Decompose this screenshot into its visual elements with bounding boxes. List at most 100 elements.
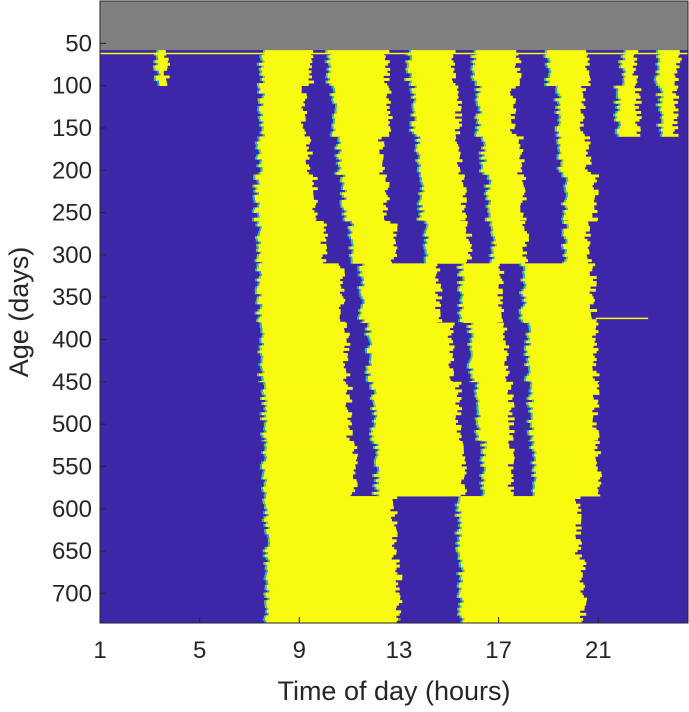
active-cell bbox=[532, 461, 597, 465]
transition-cell bbox=[559, 136, 562, 140]
transition-cell bbox=[654, 75, 657, 79]
active-cell bbox=[371, 340, 454, 344]
transition-cell bbox=[256, 319, 259, 323]
active-cell bbox=[258, 212, 318, 216]
transition-cell bbox=[259, 70, 262, 74]
transition-cell bbox=[264, 572, 267, 576]
transition-cell bbox=[263, 50, 266, 54]
active-cell bbox=[663, 126, 679, 130]
active-cell bbox=[421, 194, 463, 198]
active-cell bbox=[490, 202, 521, 206]
active-cell bbox=[462, 296, 503, 300]
active-cell bbox=[459, 288, 503, 292]
transition-cell bbox=[462, 617, 465, 621]
transition-cell bbox=[622, 80, 625, 84]
active-cell bbox=[419, 207, 465, 211]
active-cell bbox=[494, 236, 529, 240]
active-cell bbox=[477, 397, 513, 400]
transition-cell bbox=[364, 370, 367, 374]
active-cell bbox=[372, 440, 461, 442]
active-cell bbox=[476, 80, 520, 84]
active-cell bbox=[563, 215, 593, 219]
active-cell bbox=[529, 322, 599, 326]
active-cell bbox=[373, 381, 462, 385]
transition-cell bbox=[484, 220, 487, 222]
active-cell bbox=[532, 489, 599, 493]
transition-cell bbox=[457, 554, 460, 558]
active-cell bbox=[413, 103, 458, 107]
active-cell bbox=[536, 451, 601, 455]
transition-cell bbox=[261, 435, 264, 439]
transition-cell bbox=[558, 113, 561, 117]
active-cell bbox=[266, 529, 397, 533]
active-cell bbox=[561, 121, 581, 125]
transition-cell bbox=[331, 126, 334, 130]
transition-cell bbox=[458, 496, 461, 499]
active-cell bbox=[558, 154, 586, 158]
transition-cell bbox=[555, 88, 558, 92]
active-cell bbox=[558, 166, 585, 170]
active-cell bbox=[373, 412, 462, 416]
transition-cell bbox=[155, 55, 158, 59]
transition-cell bbox=[256, 164, 259, 168]
transition-cell bbox=[524, 283, 527, 287]
transition-cell bbox=[351, 223, 354, 227]
transition-cell bbox=[255, 268, 258, 272]
active-cell bbox=[524, 276, 597, 279]
transition-cell bbox=[258, 228, 261, 232]
active-cell bbox=[375, 389, 462, 393]
active-cell bbox=[490, 215, 523, 219]
active-cell bbox=[458, 536, 576, 540]
active-cell bbox=[565, 187, 594, 191]
active-cell bbox=[493, 228, 525, 232]
active-cell bbox=[483, 146, 520, 150]
transition-cell bbox=[613, 100, 616, 104]
active-cell bbox=[661, 133, 679, 137]
transition-cell bbox=[490, 246, 493, 250]
y-tick-label: 550 bbox=[52, 453, 92, 480]
transition-cell bbox=[408, 128, 411, 132]
transition-cell bbox=[329, 83, 332, 87]
active-cell bbox=[620, 60, 635, 64]
transition-cell bbox=[493, 238, 496, 242]
transition-cell bbox=[528, 440, 531, 442]
transition-cell bbox=[262, 332, 265, 336]
transition-cell bbox=[369, 355, 372, 359]
transition-cell bbox=[484, 446, 487, 450]
active-cell bbox=[158, 50, 166, 54]
active-cell bbox=[359, 273, 437, 277]
active-cell bbox=[258, 83, 309, 87]
transition-cell bbox=[422, 184, 425, 188]
transition-cell bbox=[654, 80, 657, 84]
transition-cell bbox=[456, 584, 459, 588]
active-cell bbox=[158, 57, 169, 61]
active-cell bbox=[362, 303, 442, 307]
active-cell bbox=[265, 516, 392, 520]
active-cell bbox=[159, 80, 167, 84]
transition-cell bbox=[455, 549, 458, 553]
active-cell bbox=[417, 159, 463, 163]
active-cell bbox=[421, 177, 465, 180]
transition-cell bbox=[339, 192, 342, 196]
transition-cell bbox=[531, 427, 534, 431]
active-cell bbox=[263, 355, 348, 359]
transition-cell bbox=[527, 322, 530, 326]
transition-cell bbox=[335, 161, 338, 165]
transition-cell bbox=[348, 228, 351, 232]
transition-cell bbox=[523, 345, 526, 349]
active-cell bbox=[257, 278, 341, 282]
transition-cell bbox=[334, 103, 337, 107]
transition-cell bbox=[458, 589, 461, 593]
transition-cell bbox=[373, 417, 376, 421]
active-cell bbox=[364, 319, 443, 323]
active-cell bbox=[268, 612, 400, 616]
transition-cell bbox=[462, 306, 465, 310]
transition-cell bbox=[474, 394, 477, 398]
transition-cell bbox=[457, 556, 460, 560]
transition-cell bbox=[411, 105, 414, 109]
active-cell bbox=[560, 113, 584, 117]
active-cell bbox=[159, 83, 168, 87]
transition-cell bbox=[257, 202, 260, 206]
transition-cell bbox=[259, 161, 262, 165]
transition-cell bbox=[468, 360, 471, 364]
